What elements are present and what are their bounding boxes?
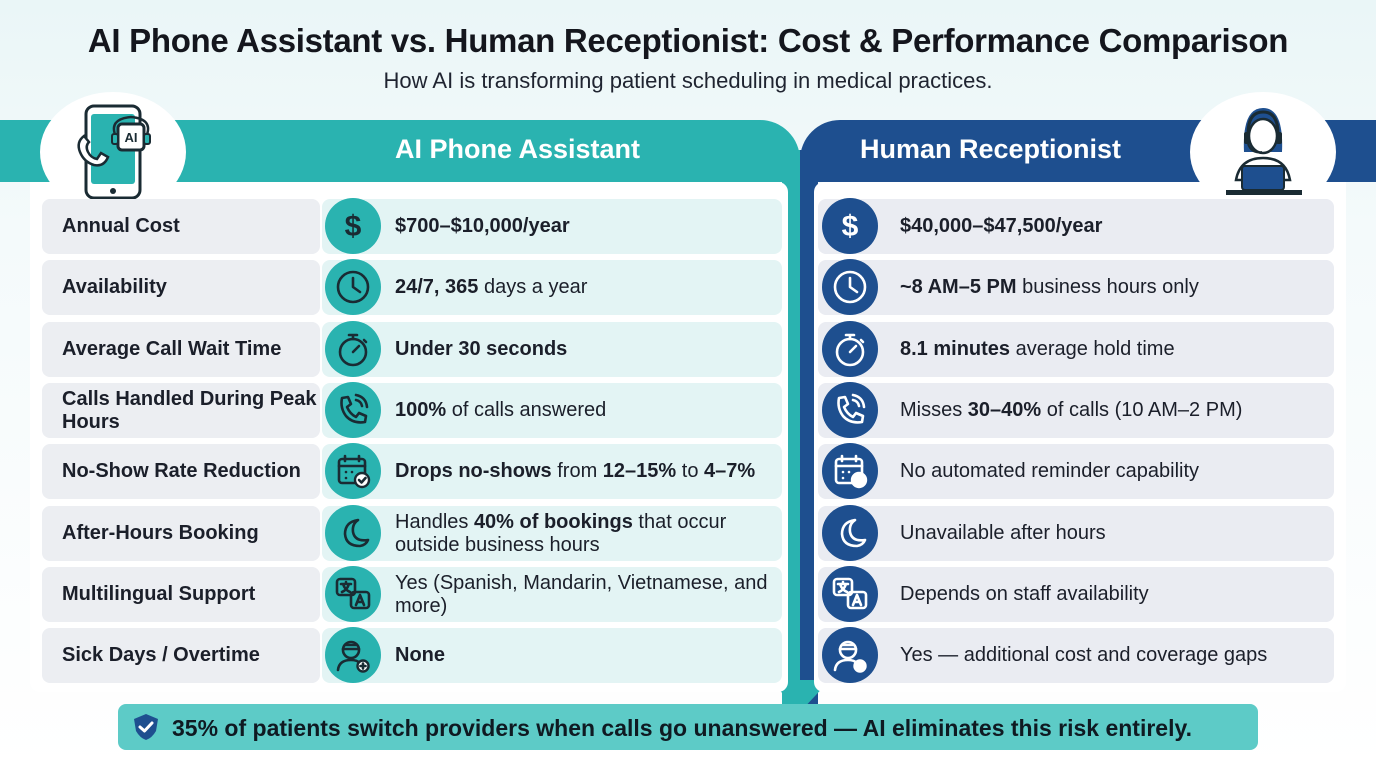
human-cell-text: Unavailable after hours	[900, 522, 1106, 544]
dollar-icon: $	[822, 198, 878, 254]
row-label: Availability	[42, 260, 320, 315]
human-cell-text: of calls (10 AM–2 PM)	[1041, 399, 1243, 421]
svg-text:$: $	[842, 210, 859, 243]
ai-cell-text: $700–$10,000/year	[395, 215, 570, 237]
row-label: Sick Days / Overtime	[42, 628, 320, 683]
row-label-text: Calls Handled During Peak Hours	[62, 387, 317, 433]
human-cell-text: Yes — additional cost and coverage gaps	[900, 644, 1268, 666]
ai-cell-text: 24/7, 365	[395, 276, 479, 298]
phone-ringing-icon	[325, 382, 381, 438]
ai-cell-text: days a year	[478, 276, 588, 298]
human-cell: Misses 30–40% of calls (10 AM–2 PM)	[818, 383, 1334, 438]
row-label-text: Multilingual Support	[62, 583, 256, 605]
ai-cell: Under 30 seconds	[322, 322, 782, 377]
ai-cell: $700–$10,000/year	[322, 199, 782, 254]
ai-cell-text: None	[395, 644, 445, 666]
ai-cell-text: 40% of bookings	[473, 510, 633, 533]
stopwatch-icon	[325, 321, 381, 377]
footer-text: 35% of patients switch providers when ca…	[172, 715, 1192, 741]
human-cell: Yes — additional cost and coverage gaps	[818, 628, 1334, 683]
row-label-text: Average Call Wait Time	[62, 338, 282, 360]
sick-person-icon	[822, 627, 878, 683]
ai-cell: 100% of calls answered	[322, 383, 782, 438]
human-cell-text: Misses	[900, 399, 968, 421]
calendar-check-icon	[325, 443, 381, 499]
ai-cell-text: from	[551, 460, 603, 482]
dollar-icon: $	[325, 198, 381, 254]
ai-cell: Handles 40% of bookings that occur outsi…	[322, 506, 782, 561]
shield-check-icon	[134, 714, 158, 740]
row-label-text: After-Hours Booking	[62, 522, 259, 544]
human-cell: $40,000–$47,500/year	[818, 199, 1334, 254]
ai-cell: Drops no-shows from 12–15% to 4–7%	[322, 444, 782, 499]
clock-icon	[822, 259, 878, 315]
calendar-check-icon	[822, 443, 878, 499]
ai-cell: None	[322, 628, 782, 683]
row-label: After-Hours Booking	[42, 506, 320, 561]
human-cell: Depends on staff availability	[818, 567, 1334, 622]
ai-cell-text: Yes (Spanish, Mandarin, Vietnamese, and …	[395, 571, 768, 617]
ai-cell-text: that occur outside business hours	[395, 510, 727, 556]
row-label: No-Show Rate Reduction	[42, 444, 320, 499]
ai-cell-text: Under 30 seconds	[395, 338, 568, 360]
row-label-text: Annual Cost	[62, 215, 180, 237]
row-label-text: No-Show Rate Reduction	[62, 460, 301, 482]
footer-callout: 35% of patients switch providers when ca…	[118, 704, 1258, 750]
moon-icon	[822, 505, 878, 561]
human-cell: Unavailable after hours	[818, 506, 1334, 561]
ai-cell-text: 4–7%	[704, 460, 756, 482]
ai-chip-label: AI	[125, 130, 138, 145]
ai-cell-text: of calls answered	[446, 399, 607, 421]
ai-cell-text: Handles	[395, 510, 474, 533]
ai-cell-text: to	[676, 460, 704, 482]
translate-icon	[822, 566, 878, 622]
row-label: Calls Handled During Peak Hours	[42, 383, 320, 438]
row-label: Annual Cost	[42, 199, 320, 254]
page-title: AI Phone Assistant vs. Human Receptionis…	[87, 22, 1289, 59]
ai-column-heading: AI Phone Assistant	[395, 134, 641, 164]
ai-cell: Yes (Spanish, Mandarin, Vietnamese, and …	[322, 567, 782, 622]
row-label: Average Call Wait Time	[42, 322, 320, 377]
clock-icon	[325, 259, 381, 315]
row-label: Multilingual Support	[42, 567, 320, 622]
human-cell: 8.1 minutes average hold time	[818, 322, 1334, 377]
ai-cell-text: 100%	[395, 399, 447, 421]
svg-text:$: $	[345, 210, 362, 243]
human-cell-text: average hold time	[1010, 338, 1175, 360]
human-cell-text: 30–40%	[967, 399, 1042, 421]
human-cell-text: $40,000–$47,500/year	[900, 215, 1103, 237]
human-cell-text: No automated reminder capability	[900, 460, 1200, 482]
ai-cell-text: Drops no-shows	[395, 460, 552, 482]
row-label-text: Sick Days / Overtime	[62, 644, 260, 666]
human-cell: No automated reminder capability	[818, 444, 1334, 499]
phone-ringing-icon	[822, 382, 878, 438]
moon-icon	[325, 505, 381, 561]
human-cell-text: Depends on staff availability	[900, 583, 1149, 605]
human-divider	[800, 150, 818, 710]
ai-cell-text: 12–15%	[602, 460, 677, 482]
human-cell-text: business hours only	[1016, 276, 1199, 298]
translate-icon	[325, 566, 381, 622]
receptionist-icon	[1190, 92, 1336, 212]
human-cell-text: ~8 AM–5 PM	[900, 276, 1017, 298]
human-cell-text: 8.1 minutes	[900, 338, 1011, 360]
human-column-heading: Human Receptionist	[860, 134, 1122, 164]
ai-cell: 24/7, 365 days a year	[322, 260, 782, 315]
human-cell: ~8 AM–5 PM business hours only	[818, 260, 1334, 315]
page-subtitle: How AI is transforming patient schedulin…	[383, 68, 993, 93]
stopwatch-icon	[822, 321, 878, 377]
sick-person-icon	[325, 627, 381, 683]
ai-phone-icon: AI	[40, 92, 186, 212]
row-label-text: Availability	[62, 276, 167, 298]
